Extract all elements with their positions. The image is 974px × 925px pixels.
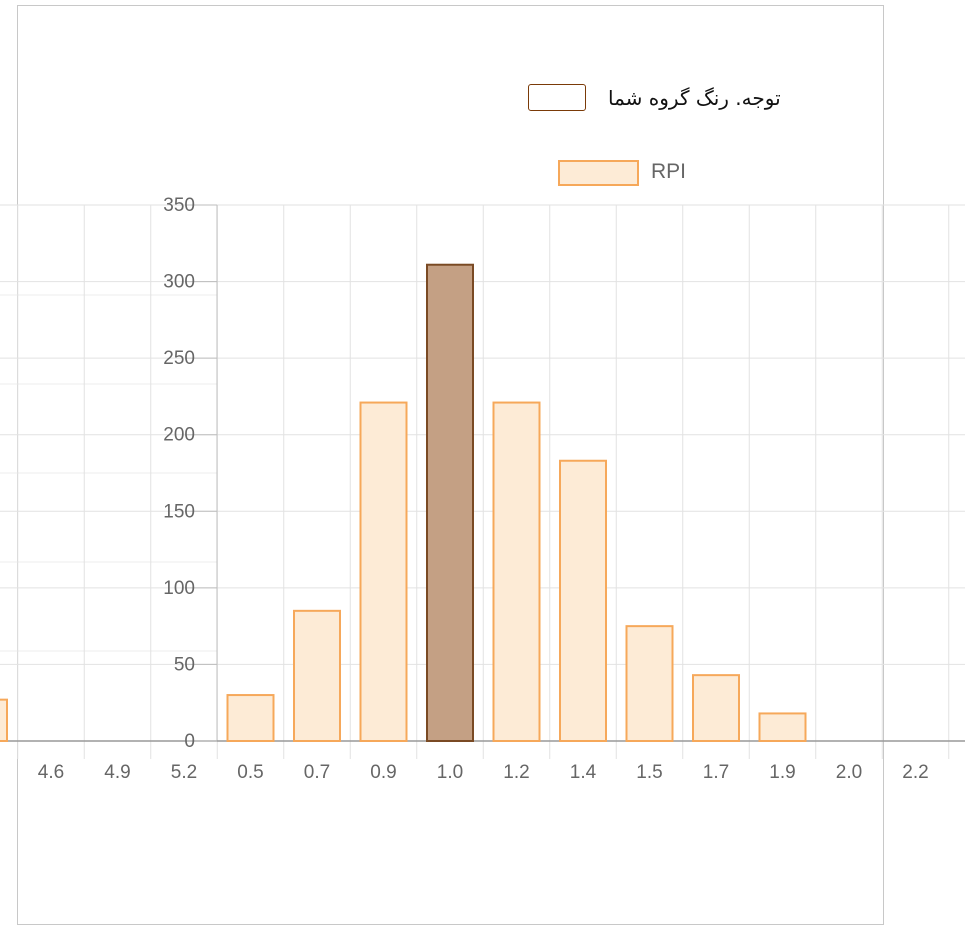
x-tick-label: 0.7 [304,762,330,783]
y-tick-label: 0 [184,731,195,752]
legend-label: RPI [651,160,686,183]
x-tick-label: 2.0 [836,762,862,783]
bar [226,694,275,742]
x-tick-label: 1.0 [437,762,463,783]
bar-partial [0,698,8,742]
x-tick-label: 5.2 [171,762,197,783]
y-tick-label: 150 [163,501,195,522]
x-tick-label: 4.6 [38,762,64,783]
bar-highlighted [426,263,474,742]
y-tick-label: 250 [163,348,195,369]
x-tick-label: 0.9 [370,762,396,783]
bar [293,609,341,742]
legend-swatch [558,160,639,186]
group-color-note-text: توجه. رنگ گروه شما [608,86,781,110]
x-tick-label: 1.9 [769,762,795,783]
bar [692,674,740,742]
x-tick-label: 1.5 [636,762,662,783]
bar [359,401,408,742]
x-tick-label: 1.2 [503,762,529,783]
y-tick-label: 50 [174,654,195,675]
y-tick-label: 300 [163,272,195,293]
x-tick-label: 0.5 [237,762,263,783]
bar [559,459,607,742]
y-tick-label: 100 [163,578,195,599]
bar [758,712,807,742]
bar [625,625,674,743]
group-color-note: توجه. رنگ گروه شما [528,84,818,116]
bar [492,401,541,742]
y-tick-label: 350 [163,195,195,216]
y-tick-label: 200 [163,425,195,446]
x-tick-label: 1.7 [703,762,729,783]
x-tick-label: 4.9 [104,762,130,783]
x-tick-label: 2.2 [902,762,928,783]
group-color-swatch [528,84,586,111]
x-tick-label: 1.4 [570,762,597,783]
